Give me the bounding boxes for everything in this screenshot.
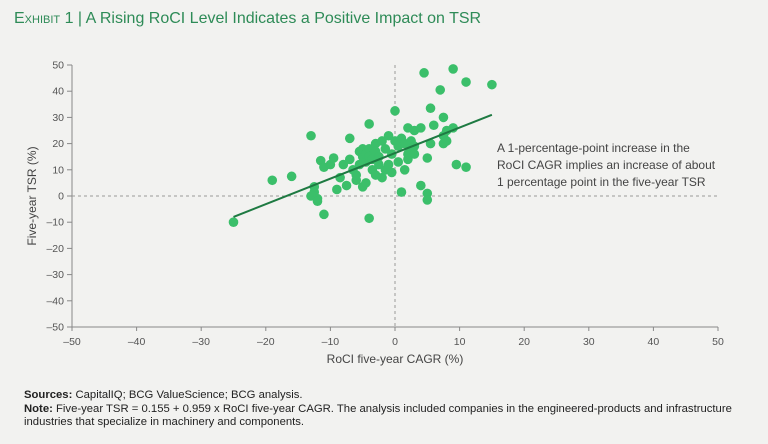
- y-tick-label: 30: [52, 112, 64, 124]
- y-tick-label: 40: [52, 86, 64, 98]
- data-point: [422, 195, 433, 205]
- annotation-line: RoCI CAGR implies an increase of about: [497, 158, 716, 172]
- data-point: [341, 180, 352, 191]
- data-point: [380, 144, 391, 154]
- x-tick-label: 0: [392, 336, 398, 348]
- data-point: [422, 153, 433, 163]
- data-point: [438, 112, 449, 123]
- y-tick-label: –40: [46, 295, 64, 307]
- data-point: [419, 68, 429, 78]
- data-point: [383, 130, 394, 141]
- x-tick-label: –20: [257, 336, 275, 348]
- data-point: [361, 178, 371, 188]
- exhibit-label: Exhibit 1: [14, 10, 74, 27]
- annotation-line: 1 percentage point in the five-year TSR: [497, 175, 706, 189]
- note-label: Note:: [24, 402, 53, 415]
- sources-line: Sources: CapitalIQ; BCG ValueScience; BC…: [24, 389, 764, 403]
- data-point: [451, 159, 462, 170]
- data-point: [396, 187, 407, 197]
- chart-title: Exhibit 1 | A Rising RoCI Level Indicate…: [14, 10, 481, 28]
- data-point: [399, 165, 410, 175]
- data-point: [332, 184, 342, 195]
- y-tick-label: –50: [46, 322, 64, 334]
- x-tick-label: 10: [454, 336, 466, 348]
- data-point: [461, 77, 471, 87]
- data-point: [461, 162, 471, 172]
- data-point: [267, 175, 278, 186]
- data-point: [416, 180, 426, 191]
- scatter-chart: –50 –40 –30 –20 –10 0 10 20 30 40 50 –50 –40 –30 –20 –1…: [25, 60, 724, 367]
- y-axis-label: Five-year TSR (%): [25, 146, 39, 245]
- x-tick-label: –40: [128, 336, 146, 348]
- data-point: [319, 209, 329, 220]
- note-text: Five-year TSR = 0.155 + 0.959 x RoCI fiv…: [24, 402, 732, 429]
- data-point: [377, 136, 387, 146]
- x-tick-label: 40: [648, 336, 660, 348]
- sources-label: Sources:: [24, 389, 73, 401]
- chart-footer: Sources: CapitalIQ; BCG ValueScience; BC…: [24, 389, 764, 430]
- data-point: [351, 170, 362, 180]
- y-tick-label: 50: [52, 60, 64, 72]
- x-tick-label: –30: [192, 336, 210, 348]
- x-tick-label: –50: [63, 336, 81, 348]
- y-tick-label: –10: [46, 217, 64, 229]
- data-point: [386, 167, 397, 178]
- data-point: [416, 123, 426, 133]
- x-tick-label: 20: [518, 336, 530, 348]
- data-point: [403, 154, 413, 165]
- x-axis-label: RoCI five-year CAGR (%): [327, 352, 464, 366]
- data-point: [435, 85, 446, 95]
- data-point: [364, 213, 374, 224]
- x-tick-label: –10: [322, 336, 340, 348]
- title-text: A Rising RoCI Level Indicates a Positive…: [85, 10, 482, 27]
- data-point: [338, 159, 349, 170]
- data-point: [390, 106, 400, 116]
- y-tick-label: 20: [52, 138, 64, 150]
- data-point: [312, 196, 323, 207]
- trend-line: [233, 113, 493, 218]
- y-tick-label: –30: [46, 269, 64, 281]
- title-separator: |: [77, 10, 83, 27]
- data-point: [383, 159, 394, 170]
- data-point: [448, 64, 458, 74]
- sources-text: CapitalIQ; BCG ValueScience; BCG analysi…: [72, 389, 303, 401]
- y-tick-label: –20: [46, 243, 64, 255]
- data-point: [377, 172, 387, 183]
- annotation-line: A 1-percentage-point increase in the: [497, 141, 690, 155]
- data-point: [374, 159, 384, 170]
- data-point: [364, 119, 374, 129]
- data-point: [393, 157, 404, 167]
- data-point: [428, 120, 439, 131]
- data-point: [487, 79, 497, 90]
- x-tick-label: 50: [712, 336, 724, 348]
- data-point: [409, 149, 420, 159]
- data-point: [228, 217, 239, 227]
- data-point: [425, 103, 436, 114]
- y-tick-label: 0: [58, 191, 64, 203]
- note-line: Note: Five-year TSR = 0.155 + 0.959 x Ro…: [24, 403, 764, 430]
- data-point: [286, 171, 297, 182]
- data-point: [344, 133, 355, 144]
- x-tick-label: 30: [583, 336, 595, 348]
- data-point: [328, 153, 339, 163]
- data-point: [306, 130, 316, 141]
- data-point: [425, 138, 436, 149]
- data-point: [344, 154, 355, 165]
- y-tick-label: 10: [52, 164, 64, 176]
- data-point: [441, 136, 452, 146]
